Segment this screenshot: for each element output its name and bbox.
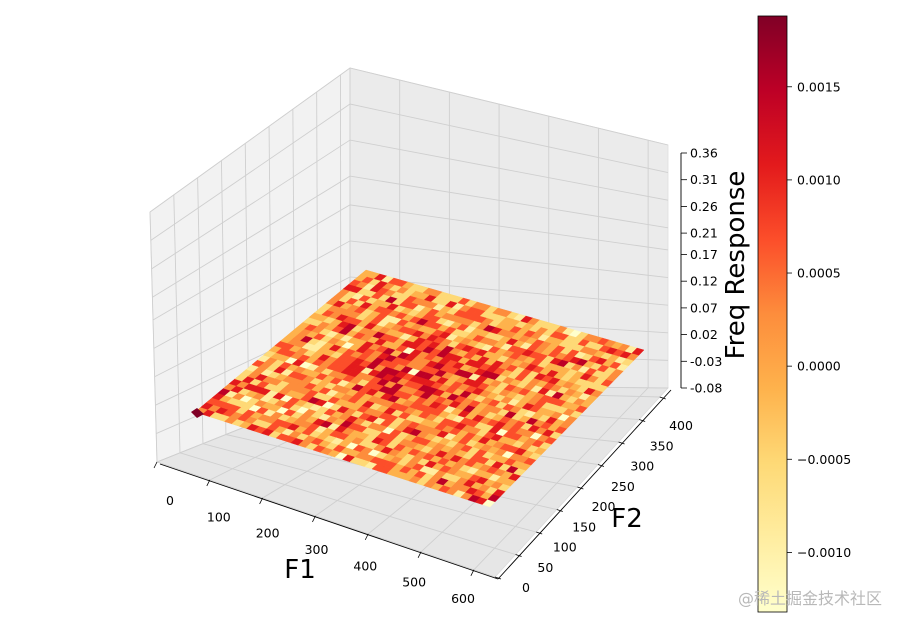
- y-tick-label: 400: [669, 418, 693, 433]
- x-tick-label: 500: [402, 575, 426, 590]
- z-tick-label: 0.31: [690, 172, 718, 187]
- surface: [191, 269, 645, 508]
- x-tick-label: 300: [305, 542, 329, 557]
- z-tick-label: 0.12: [690, 274, 718, 289]
- y-axis-label: F2: [611, 504, 643, 534]
- y-tick-mark: [515, 554, 522, 557]
- colorbar-ticks: 0.0015 0.0010 0.0005 0.0000 −0.0005 −0.0010: [787, 79, 851, 560]
- grid-y-0: [156, 461, 496, 578]
- x-tick-label: 400: [353, 558, 377, 573]
- z-tick-label: -0.08: [690, 381, 722, 396]
- grid-y-2: [202, 443, 537, 533]
- y-tick-label: 0: [522, 580, 530, 595]
- colorbar-tick-label: 0.0015: [797, 79, 841, 94]
- y-tick-mark: [577, 486, 584, 490]
- colorbar-tick-label: 0.0010: [797, 172, 841, 187]
- x-tick-mark: [259, 497, 263, 505]
- x-tick-labels: 0 100 200 300 400 500 600: [153, 461, 475, 606]
- surface-corner-spike: [191, 408, 204, 418]
- y-tick-mark: [556, 509, 563, 512]
- y-tick-mark: [639, 419, 646, 422]
- x-tick-label: 100: [207, 509, 231, 524]
- x-tick-mark: [470, 569, 475, 576]
- watermark: @稀土掘金技术社区: [738, 589, 882, 608]
- x-axis-label: F1: [284, 555, 316, 585]
- grid-z-7: [151, 139, 669, 270]
- x-tick-mark: [153, 461, 158, 469]
- x-axis-line: [159, 463, 499, 580]
- axes: [159, 153, 682, 580]
- colorbar-tick-label: −0.0005: [797, 452, 851, 467]
- z-tick-label: 0.17: [690, 247, 718, 262]
- y-tick-mark: [536, 531, 543, 535]
- grid-z-5: [152, 204, 669, 321]
- z-tick-label: 0.21: [690, 226, 718, 241]
- grid-yw-1: [173, 194, 181, 453]
- grid-z-8: [150, 103, 669, 241]
- colorbar-tick-label: 0.0000: [797, 359, 841, 374]
- y-tick-label: 100: [553, 540, 577, 555]
- grid-z-3: [154, 276, 669, 378]
- grid-yw-2: [197, 177, 204, 444]
- x-tick-label: 600: [451, 591, 475, 606]
- z-tick-label: -0.03: [690, 354, 722, 369]
- y-tick-label: 350: [650, 438, 674, 453]
- z-tick-label: 0.07: [690, 300, 718, 315]
- surface-cell: [631, 347, 645, 356]
- y-tick-label: 150: [572, 519, 596, 534]
- y-tick-mark: [494, 576, 502, 580]
- z-axis-label: Freq Response: [721, 171, 751, 360]
- grid-z-9: [149, 67, 669, 213]
- x-tick-mark: [206, 479, 211, 487]
- y-tick-label: 50: [537, 560, 553, 575]
- grid-z-6: [152, 175, 669, 298]
- x-tick-label: 0: [166, 493, 174, 508]
- y-axis-line: [497, 389, 672, 580]
- y-tick-label: 200: [592, 499, 616, 514]
- y-tick-label: 250: [611, 479, 635, 494]
- colorbar: [757, 15, 788, 613]
- colorbar-tick-label: −0.0010: [797, 545, 851, 560]
- y-tick-label: 300: [630, 459, 654, 474]
- z-tick-label: 0.02: [690, 327, 718, 342]
- x-tick-mark: [364, 533, 369, 541]
- x-tick-mark: [417, 551, 422, 559]
- z-tick-labels: -0.08 -0.03 0.02 0.07 0.12 0.17 0.21 0.26 0.31 0.…: [681, 146, 722, 396]
- x-tick-label: 200: [256, 526, 280, 541]
- grid-z-4: [153, 240, 669, 349]
- y-tick-mark: [618, 441, 625, 445]
- x-tick-mark: [312, 515, 316, 523]
- y-tick-mark: [597, 464, 605, 467]
- grid-y-1: [179, 452, 516, 555]
- colorbar-tick-label: 0.0005: [797, 266, 841, 281]
- z-tick-label: 0.26: [690, 199, 718, 214]
- grid-yw-0: [149, 211, 158, 463]
- z-tick-label: 0.36: [690, 146, 718, 161]
- y-tick-mark: [659, 396, 666, 400]
